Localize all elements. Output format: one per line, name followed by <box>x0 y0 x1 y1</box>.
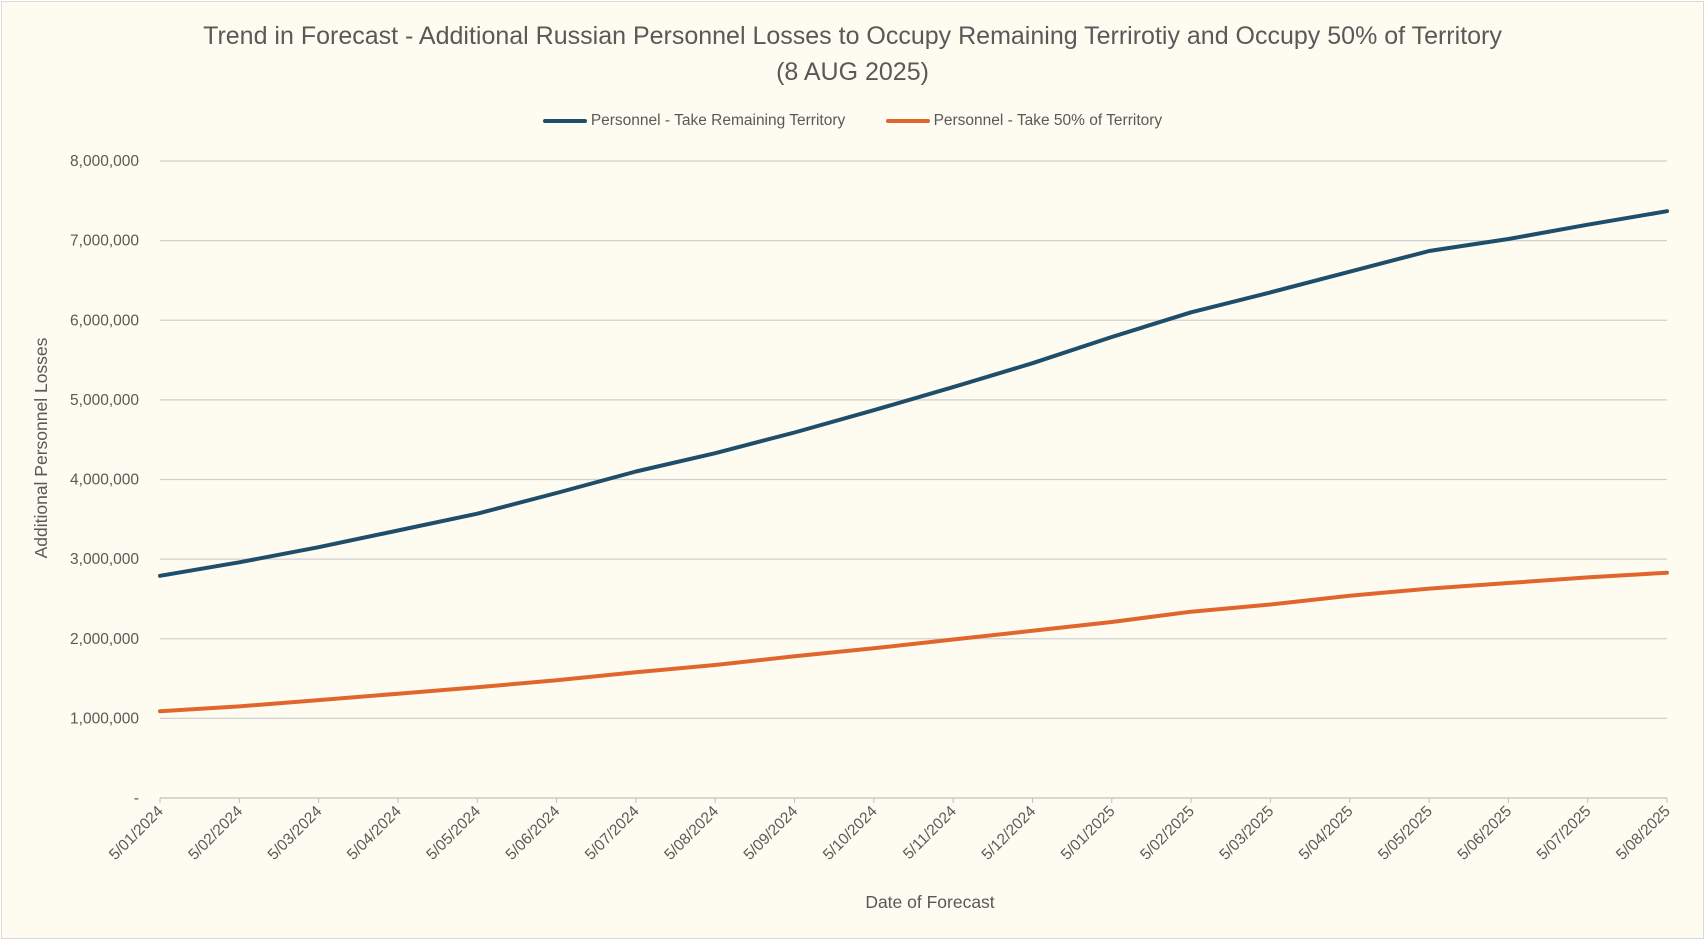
x-tick-label: 5/03/2025 <box>1216 803 1277 864</box>
legend-swatch-fifty-percent <box>885 119 930 123</box>
x-axis-label: Date of Forecast <box>865 892 994 912</box>
y-tick-label: 8,000,000 <box>70 153 139 170</box>
legend-label-fifty-percent: Personnel - Take 50% of Territory <box>933 112 1163 129</box>
x-tick-label: 5/07/2024 <box>582 803 643 864</box>
y-tick-label: 2,000,000 <box>70 631 139 648</box>
legend-item-fifty-percent: Personnel - Take 50% of Territory <box>885 112 1163 130</box>
x-tick-label: 5/01/2025 <box>1058 803 1119 864</box>
x-tick-label: 5/03/2024 <box>265 803 326 864</box>
x-tick-label: 5/10/2024 <box>820 803 881 864</box>
chart-title-block: Trend in Forecast - Additional Russian P… <box>0 18 1705 90</box>
x-axis-ticks: 5/01/2024 5/02/2024 5/03/2024 5/04/2024 5/05… <box>106 798 1674 864</box>
x-tick-label: 5/01/2024 <box>106 803 167 864</box>
series-lines <box>158 209 1669 714</box>
x-tick-label: 5/08/2025 <box>1613 803 1674 864</box>
x-tick-label: 5/06/2024 <box>503 803 564 864</box>
legend-item-remaining: Personnel - Take Remaining Territory <box>542 112 846 130</box>
chart-title: Trend in Forecast - Additional Russian P… <box>203 22 1502 50</box>
x-tick-label: 5/12/2024 <box>979 803 1040 864</box>
x-tick-label: 5/04/2025 <box>1296 803 1357 864</box>
y-tick-label: 6,000,000 <box>70 312 139 329</box>
x-tick-label: 5/02/2024 <box>185 803 246 864</box>
y-axis-ticks: - 1,000,000 2,000,000 3,000,000 4,000,000 5,0… <box>70 153 139 807</box>
series-line-fifty-percent-territory <box>158 570 1669 714</box>
y-tick-label: - <box>134 790 139 807</box>
y-tick-label: 3,000,000 <box>70 551 139 568</box>
chart-subtitle: (8 AUG 2025) <box>776 58 929 86</box>
gridlines <box>160 160 1667 799</box>
x-tick-label: 5/05/2024 <box>423 803 484 864</box>
y-tick-label: 7,000,000 <box>70 233 139 250</box>
x-tick-label: 5/08/2024 <box>661 803 722 864</box>
legend-label-remaining: Personnel - Take Remaining Territory <box>590 112 846 129</box>
x-tick-label: 5/11/2024 <box>900 803 960 863</box>
series-line-remaining-territory <box>158 209 1669 578</box>
x-tick-label: 5/02/2025 <box>1137 803 1198 864</box>
x-tick-label: 5/09/2024 <box>741 803 802 864</box>
y-tick-label: 5,000,000 <box>70 392 139 409</box>
x-tick-label: 5/07/2025 <box>1534 803 1595 864</box>
y-axis-label: Additional Personnel Losses <box>31 337 51 558</box>
x-tick-label: 5/06/2025 <box>1454 803 1515 864</box>
y-tick-label: 1,000,000 <box>70 710 139 727</box>
x-tick-label: 5/05/2025 <box>1375 803 1436 864</box>
legend: Personnel - Take Remaining Territory Per… <box>0 110 1705 130</box>
y-tick-label: 4,000,000 <box>70 472 139 489</box>
legend-swatch-remaining <box>542 119 587 123</box>
x-tick-label: 5/04/2024 <box>344 803 405 864</box>
